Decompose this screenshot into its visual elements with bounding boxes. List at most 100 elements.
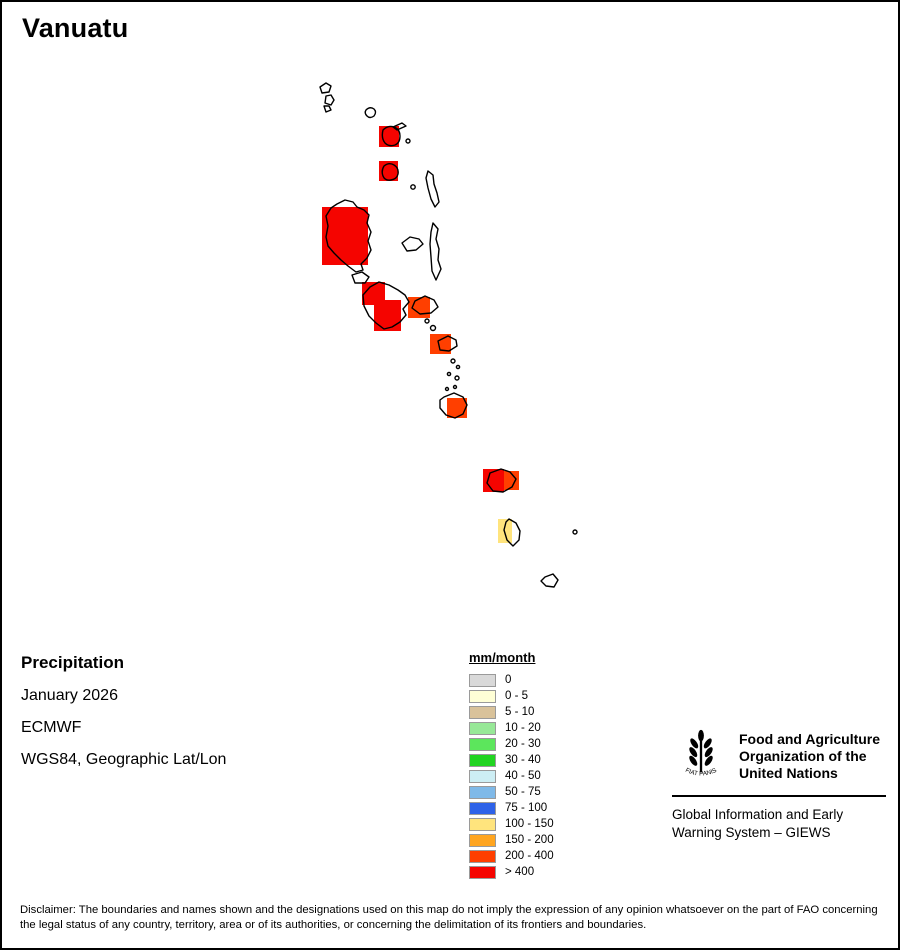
legend-row: 30 - 40 (469, 752, 554, 768)
island-torres-2 (324, 94, 335, 106)
legend-swatch (469, 849, 496, 863)
legend-row: 200 - 400 (469, 848, 554, 864)
fao-org-line-1: Food and Agriculture (739, 731, 881, 747)
legend-swatch (469, 785, 496, 799)
island-shepherd-1 (450, 358, 456, 364)
legend-swatch (469, 721, 496, 735)
island-ambrym (411, 295, 439, 315)
fao-divider (672, 795, 886, 797)
legend-row: > 400 (469, 864, 554, 880)
island-aneityum (540, 573, 559, 588)
legend-row: 75 - 100 (469, 800, 554, 816)
giews-line-1: Global Information and Early (672, 807, 844, 822)
legend-label: 40 - 50 (505, 770, 541, 782)
island-paama (424, 318, 430, 324)
legend-swatch (469, 689, 496, 703)
legend-label: 200 - 400 (505, 850, 554, 862)
info-heading: Precipitation (21, 653, 124, 672)
fao-block: FIAT PANIS Food and Agriculture Organiza… (672, 726, 886, 842)
legend-swatch (469, 833, 496, 847)
legend-row: 100 - 150 (469, 816, 554, 832)
island-torres-3 (323, 105, 332, 113)
island-vanua-lava (381, 125, 401, 147)
legend-row: 20 - 30 (469, 736, 554, 752)
legend-label: 0 (505, 674, 512, 686)
map-info: Precipitation January 2026 ECMWF WGS84, … (21, 653, 226, 783)
legend: mm/month 0 0 - 5 5 - 10 10 - 20 20 - 30 30 - … (469, 650, 554, 880)
fao-logo-icon: FIAT PANIS (684, 729, 718, 778)
legend-swatch (469, 769, 496, 783)
island-lopevi (429, 324, 437, 332)
island-efate (439, 392, 468, 419)
island-mere-lava (410, 184, 416, 190)
legend-row: 10 - 20 (469, 720, 554, 736)
legend-swatch (469, 705, 496, 719)
info-source: ECMWF (21, 719, 82, 736)
island-mota (405, 138, 411, 144)
island-malo (351, 271, 370, 284)
info-projection: WGS84, Geographic Lat/Lon (21, 751, 227, 768)
precip-cell (374, 300, 401, 331)
island-mota-lava (392, 122, 407, 131)
legend-label: 150 - 200 (505, 834, 554, 846)
giews-line-2: Warning System – GIEWS (672, 825, 831, 840)
island-efate-islet-1 (444, 386, 450, 392)
island-espiritu-santo (325, 199, 372, 273)
legend-swatch (469, 737, 496, 751)
island-malakula (362, 281, 410, 330)
precip-cell (430, 334, 451, 354)
giews-label: Global Information and Early Warning Sys… (672, 806, 886, 842)
disclaimer-text: Disclaimer: The boundaries and names sho… (20, 904, 878, 931)
legend-label: 75 - 100 (505, 802, 548, 814)
island-torres-1 (319, 82, 332, 94)
legend-label: 10 - 20 (505, 722, 541, 734)
legend-label: 0 - 5 (505, 690, 529, 702)
legend-label: 30 - 40 (505, 754, 541, 766)
fao-logo-motto: FIAT PANIS (684, 767, 718, 778)
legend-label: 100 - 150 (505, 818, 554, 830)
island-outlines (319, 82, 578, 588)
legend-title: mm/month (469, 650, 536, 665)
precip-cell (322, 207, 368, 265)
island-ureparapara (364, 107, 377, 119)
legend-swatch (469, 673, 496, 687)
legend-label: 5 - 10 (505, 706, 535, 718)
island-shepherd-3 (446, 371, 452, 377)
island-maewo (425, 170, 440, 208)
island-pentecost (429, 222, 442, 281)
legend-swatch (469, 801, 496, 815)
vanuatu-map (319, 82, 578, 588)
island-shepherd-4 (454, 375, 460, 381)
legend-items: 0 0 - 5 5 - 10 10 - 20 20 - 30 30 - 40 40 - 50… (469, 672, 554, 880)
legend-row: 0 - 5 (469, 688, 554, 704)
legend-label: 20 - 30 (505, 738, 541, 750)
legend-swatch (469, 753, 496, 767)
legend-row: 50 - 75 (469, 784, 554, 800)
info-period: January 2026 (21, 687, 118, 704)
legend-row: 150 - 200 (469, 832, 554, 848)
precip-cell (362, 282, 385, 305)
fao-org-line-3: United Nations (739, 765, 838, 781)
svg-text:FIAT PANIS: FIAT PANIS (684, 767, 718, 778)
precip-cell (483, 469, 504, 492)
fao-org-line-2: Organization of the (739, 748, 867, 764)
island-ambae (401, 236, 424, 252)
page-title: Vanuatu (22, 13, 129, 43)
legend-label: > 400 (505, 866, 535, 878)
legend-row: 5 - 10 (469, 704, 554, 720)
legend-row: 0 (469, 672, 554, 688)
precip-cell (408, 297, 430, 318)
legend-label: 50 - 75 (505, 786, 541, 798)
precip-cell (504, 471, 519, 490)
island-gaua (381, 163, 399, 181)
island-epi (437, 335, 458, 352)
precip-cell (447, 398, 467, 418)
precipitation-cells (322, 126, 519, 543)
island-efate-islet-2 (452, 384, 458, 390)
legend-swatch (469, 817, 496, 831)
island-tanna (503, 518, 521, 547)
fao-header: FIAT PANIS Food and Agriculture Organiza… (672, 726, 886, 784)
island-erromango (486, 468, 517, 493)
island-shepherd-2 (455, 364, 461, 370)
legend-row: 40 - 50 (469, 768, 554, 784)
